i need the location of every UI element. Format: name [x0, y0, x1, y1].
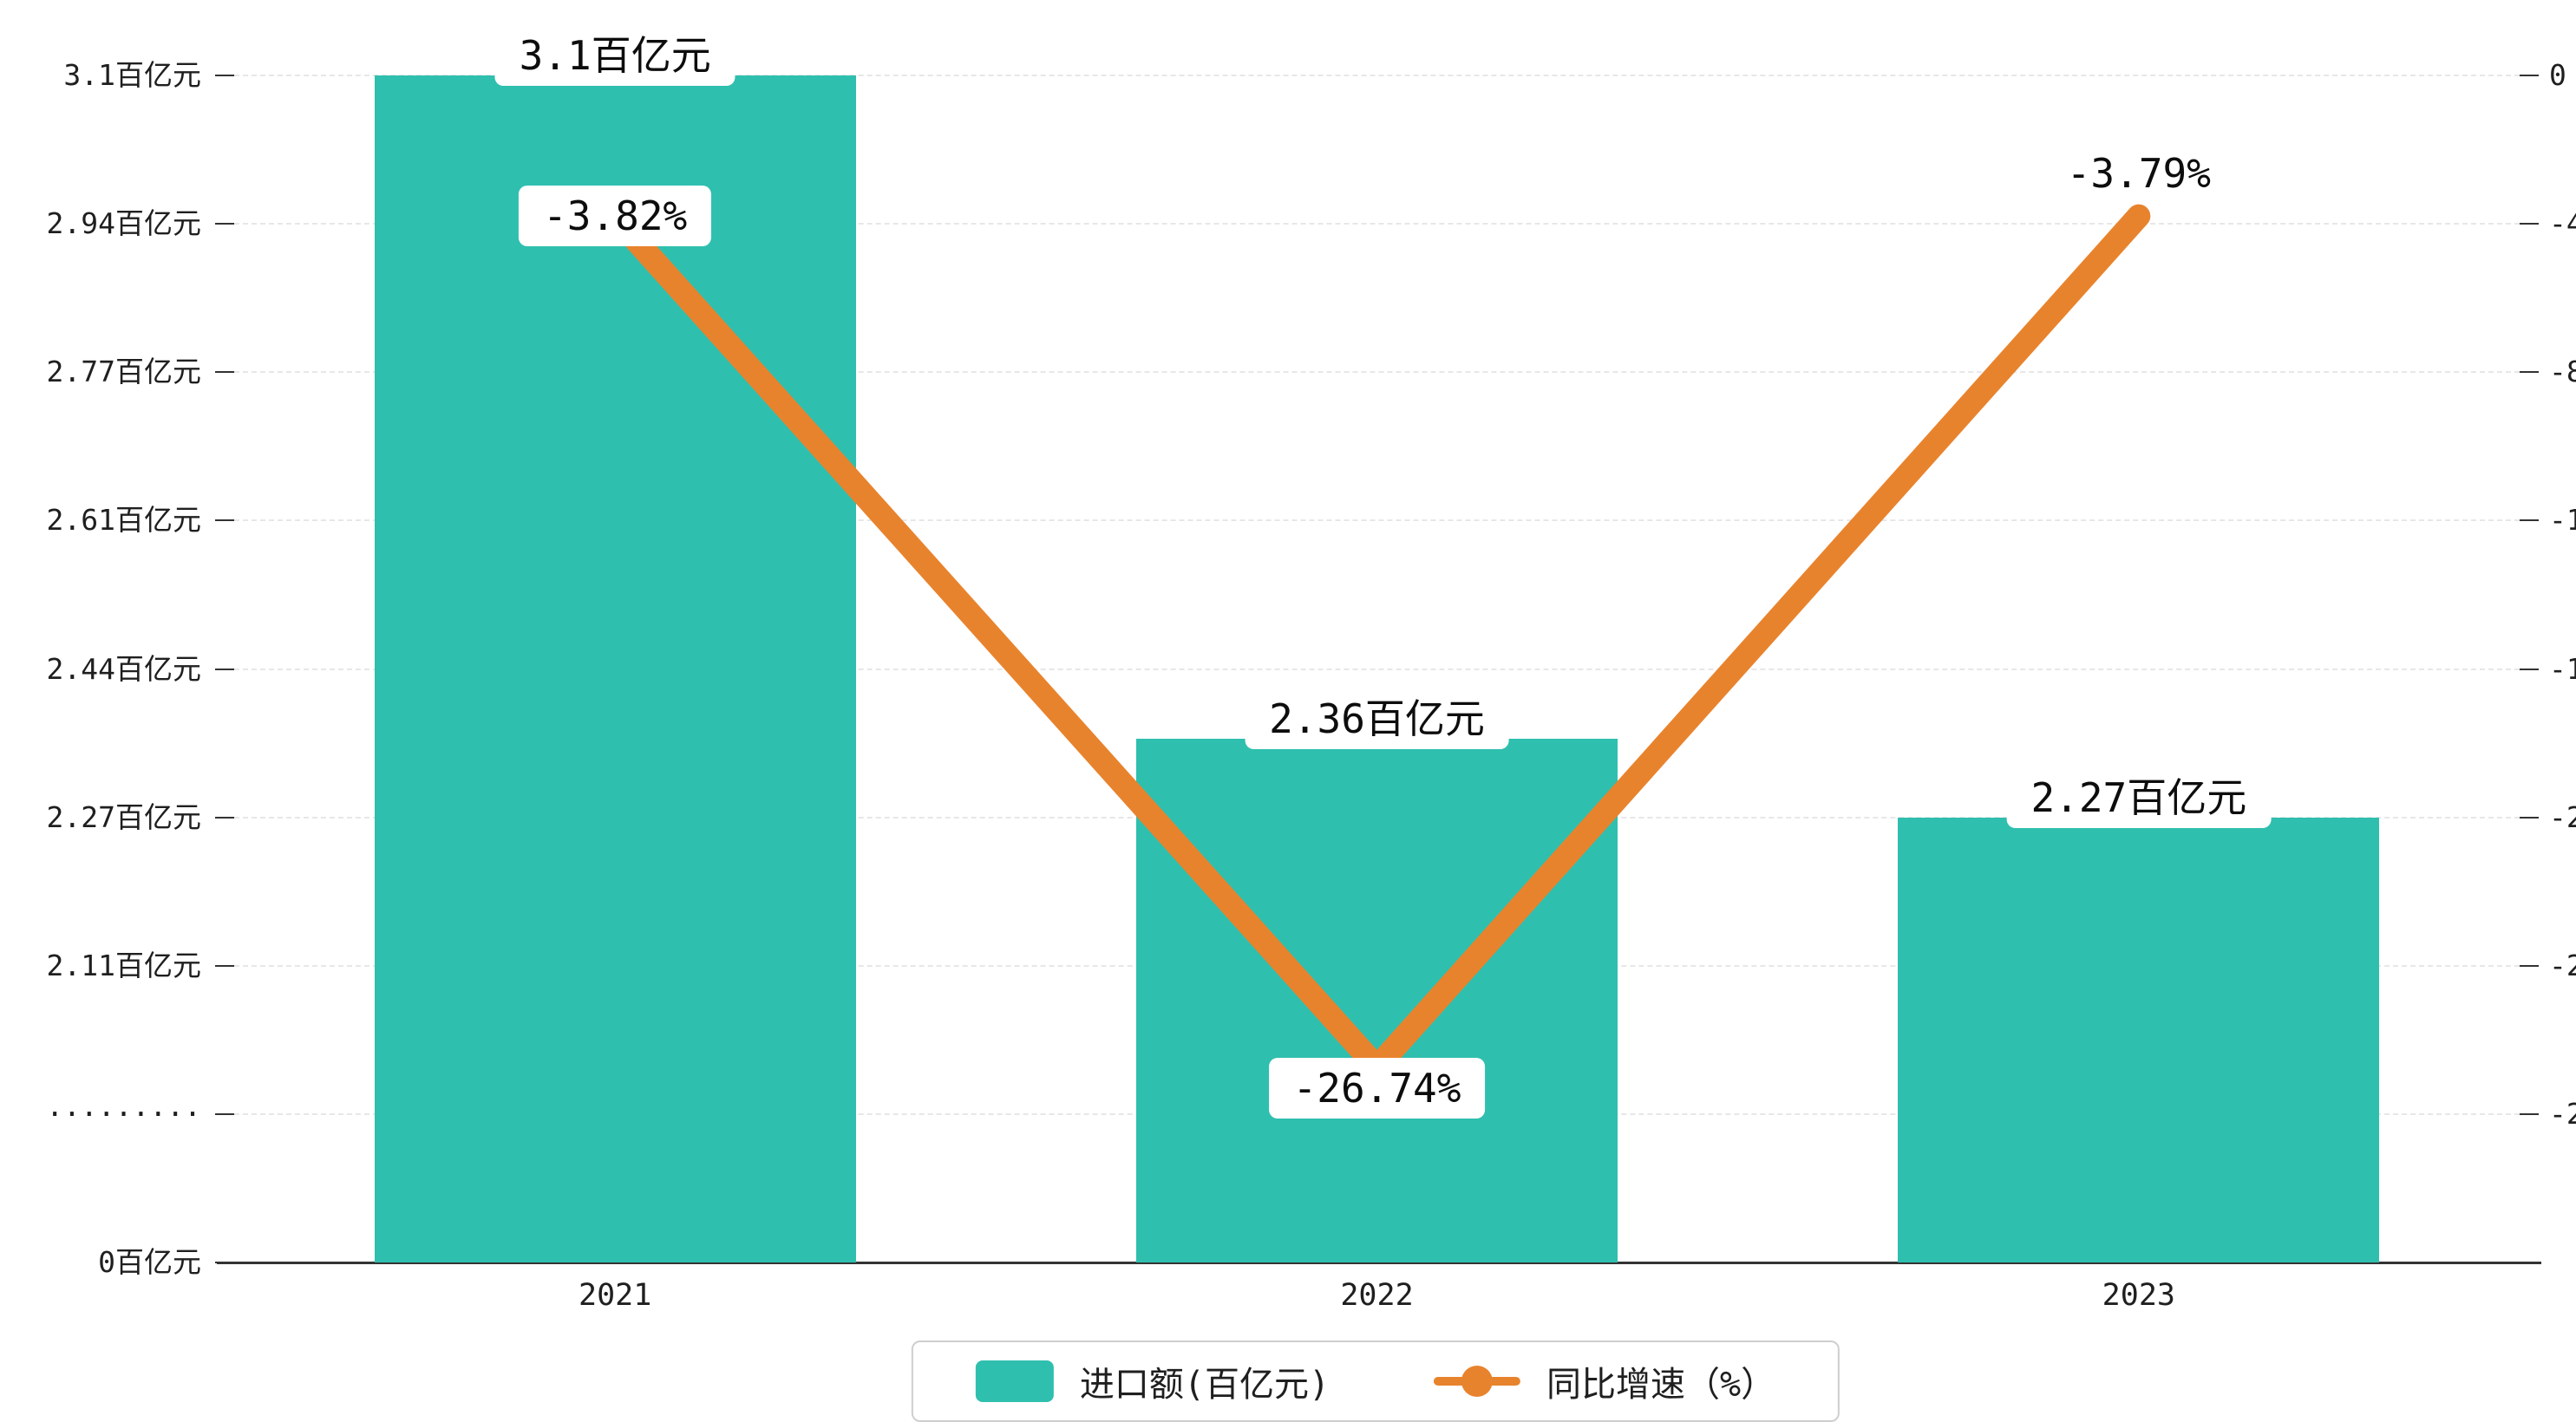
growth-value-label: -3.79%	[2042, 143, 2235, 205]
left-axis-tick-label: 3.1百亿元	[63, 58, 201, 92]
left-axis-tick-mark	[215, 371, 234, 374]
legend-line-swatch	[1434, 1366, 1521, 1397]
legend: 进口额(百亿元) 同比增速（%）	[911, 1340, 1840, 1422]
gridline	[234, 519, 2520, 522]
legend-line-dot-icon	[1461, 1366, 1494, 1397]
left-axis-tick-mark	[215, 75, 234, 76]
right-axis-tick-label: -4	[2549, 206, 2576, 241]
left-axis-tick-label: 2.27百亿元	[46, 799, 201, 834]
growth-value-label: -26.74%	[1268, 1057, 1486, 1119]
legend-item-import-value[interactable]: 进口额(百亿元)	[975, 1356, 1330, 1406]
right-axis-tick-label: -20	[2549, 799, 2576, 834]
growth-line	[603, 204, 2151, 1080]
left-axis-tick-mark	[215, 668, 234, 670]
left-axis-tick-label: 2.61百亿元	[46, 503, 201, 538]
gridline	[234, 223, 2520, 225]
right-axis-tick-mark	[2520, 964, 2539, 967]
gridline	[234, 371, 2520, 374]
right-axis-tick-mark	[2520, 75, 2539, 76]
right-axis-tick-mark	[2520, 668, 2539, 670]
left-axis-tick-label: 2.11百亿元	[46, 948, 201, 982]
legend-label: 同比增速（%）	[1546, 1365, 1776, 1405]
right-axis-tick-label: -8	[2549, 355, 2576, 389]
right-axis-tick-mark	[2520, 519, 2539, 522]
bar-value-label: 3.1百亿元	[494, 25, 736, 86]
right-axis-tick-mark	[2520, 816, 2539, 819]
left-axis-tick-mark	[215, 223, 234, 225]
legend-bar-swatch	[975, 1360, 1054, 1402]
right-axis-tick-mark	[2520, 223, 2539, 225]
right-axis-tick-mark	[2520, 371, 2539, 374]
left-axis-tick-mark	[215, 816, 234, 819]
right-axis-tick-mark	[2520, 1112, 2539, 1115]
x-axis-line	[217, 1262, 2541, 1264]
legend-label: 进口额(百亿元)	[1079, 1365, 1330, 1405]
left-axis-tick-label: ·········	[46, 1096, 201, 1131]
right-axis-tick-label: -28	[2549, 1096, 2576, 1131]
right-axis-tick-label: -24	[2549, 948, 2576, 982]
growth-value-label: -3.82%	[519, 186, 712, 247]
gridline	[234, 668, 2520, 670]
x-axis-category-label: 2023	[2102, 1278, 2175, 1313]
x-axis-category-label: 2022	[1340, 1278, 1414, 1313]
legend-item-growth-rate[interactable]: 同比增速（%）	[1434, 1356, 1775, 1406]
right-axis-tick-label: -12	[2549, 503, 2576, 538]
right-axis-tick-label: 0	[2549, 58, 2566, 92]
import-value-bar	[1136, 739, 1618, 1262]
gridline	[234, 75, 2520, 76]
left-axis-tick-label: 2.94百亿元	[46, 206, 201, 241]
x-axis-category-label: 2021	[579, 1278, 652, 1313]
left-axis-tick-mark	[215, 1112, 234, 1115]
left-axis-tick-mark	[215, 964, 234, 967]
left-axis-tick-label: 2.77百亿元	[46, 355, 201, 389]
bar-value-label: 2.36百亿元	[1245, 688, 1509, 750]
bar-value-label: 2.27百亿元	[2006, 766, 2272, 828]
left-axis-tick-label: 2.44百亿元	[46, 651, 201, 686]
import-value-bar	[374, 75, 856, 1262]
import-value-bar	[1898, 817, 2380, 1262]
right-axis-tick-label: -16	[2549, 651, 2576, 686]
left-axis-tick-mark	[215, 519, 234, 522]
left-axis-tick-label: 0百亿元	[98, 1245, 201, 1279]
